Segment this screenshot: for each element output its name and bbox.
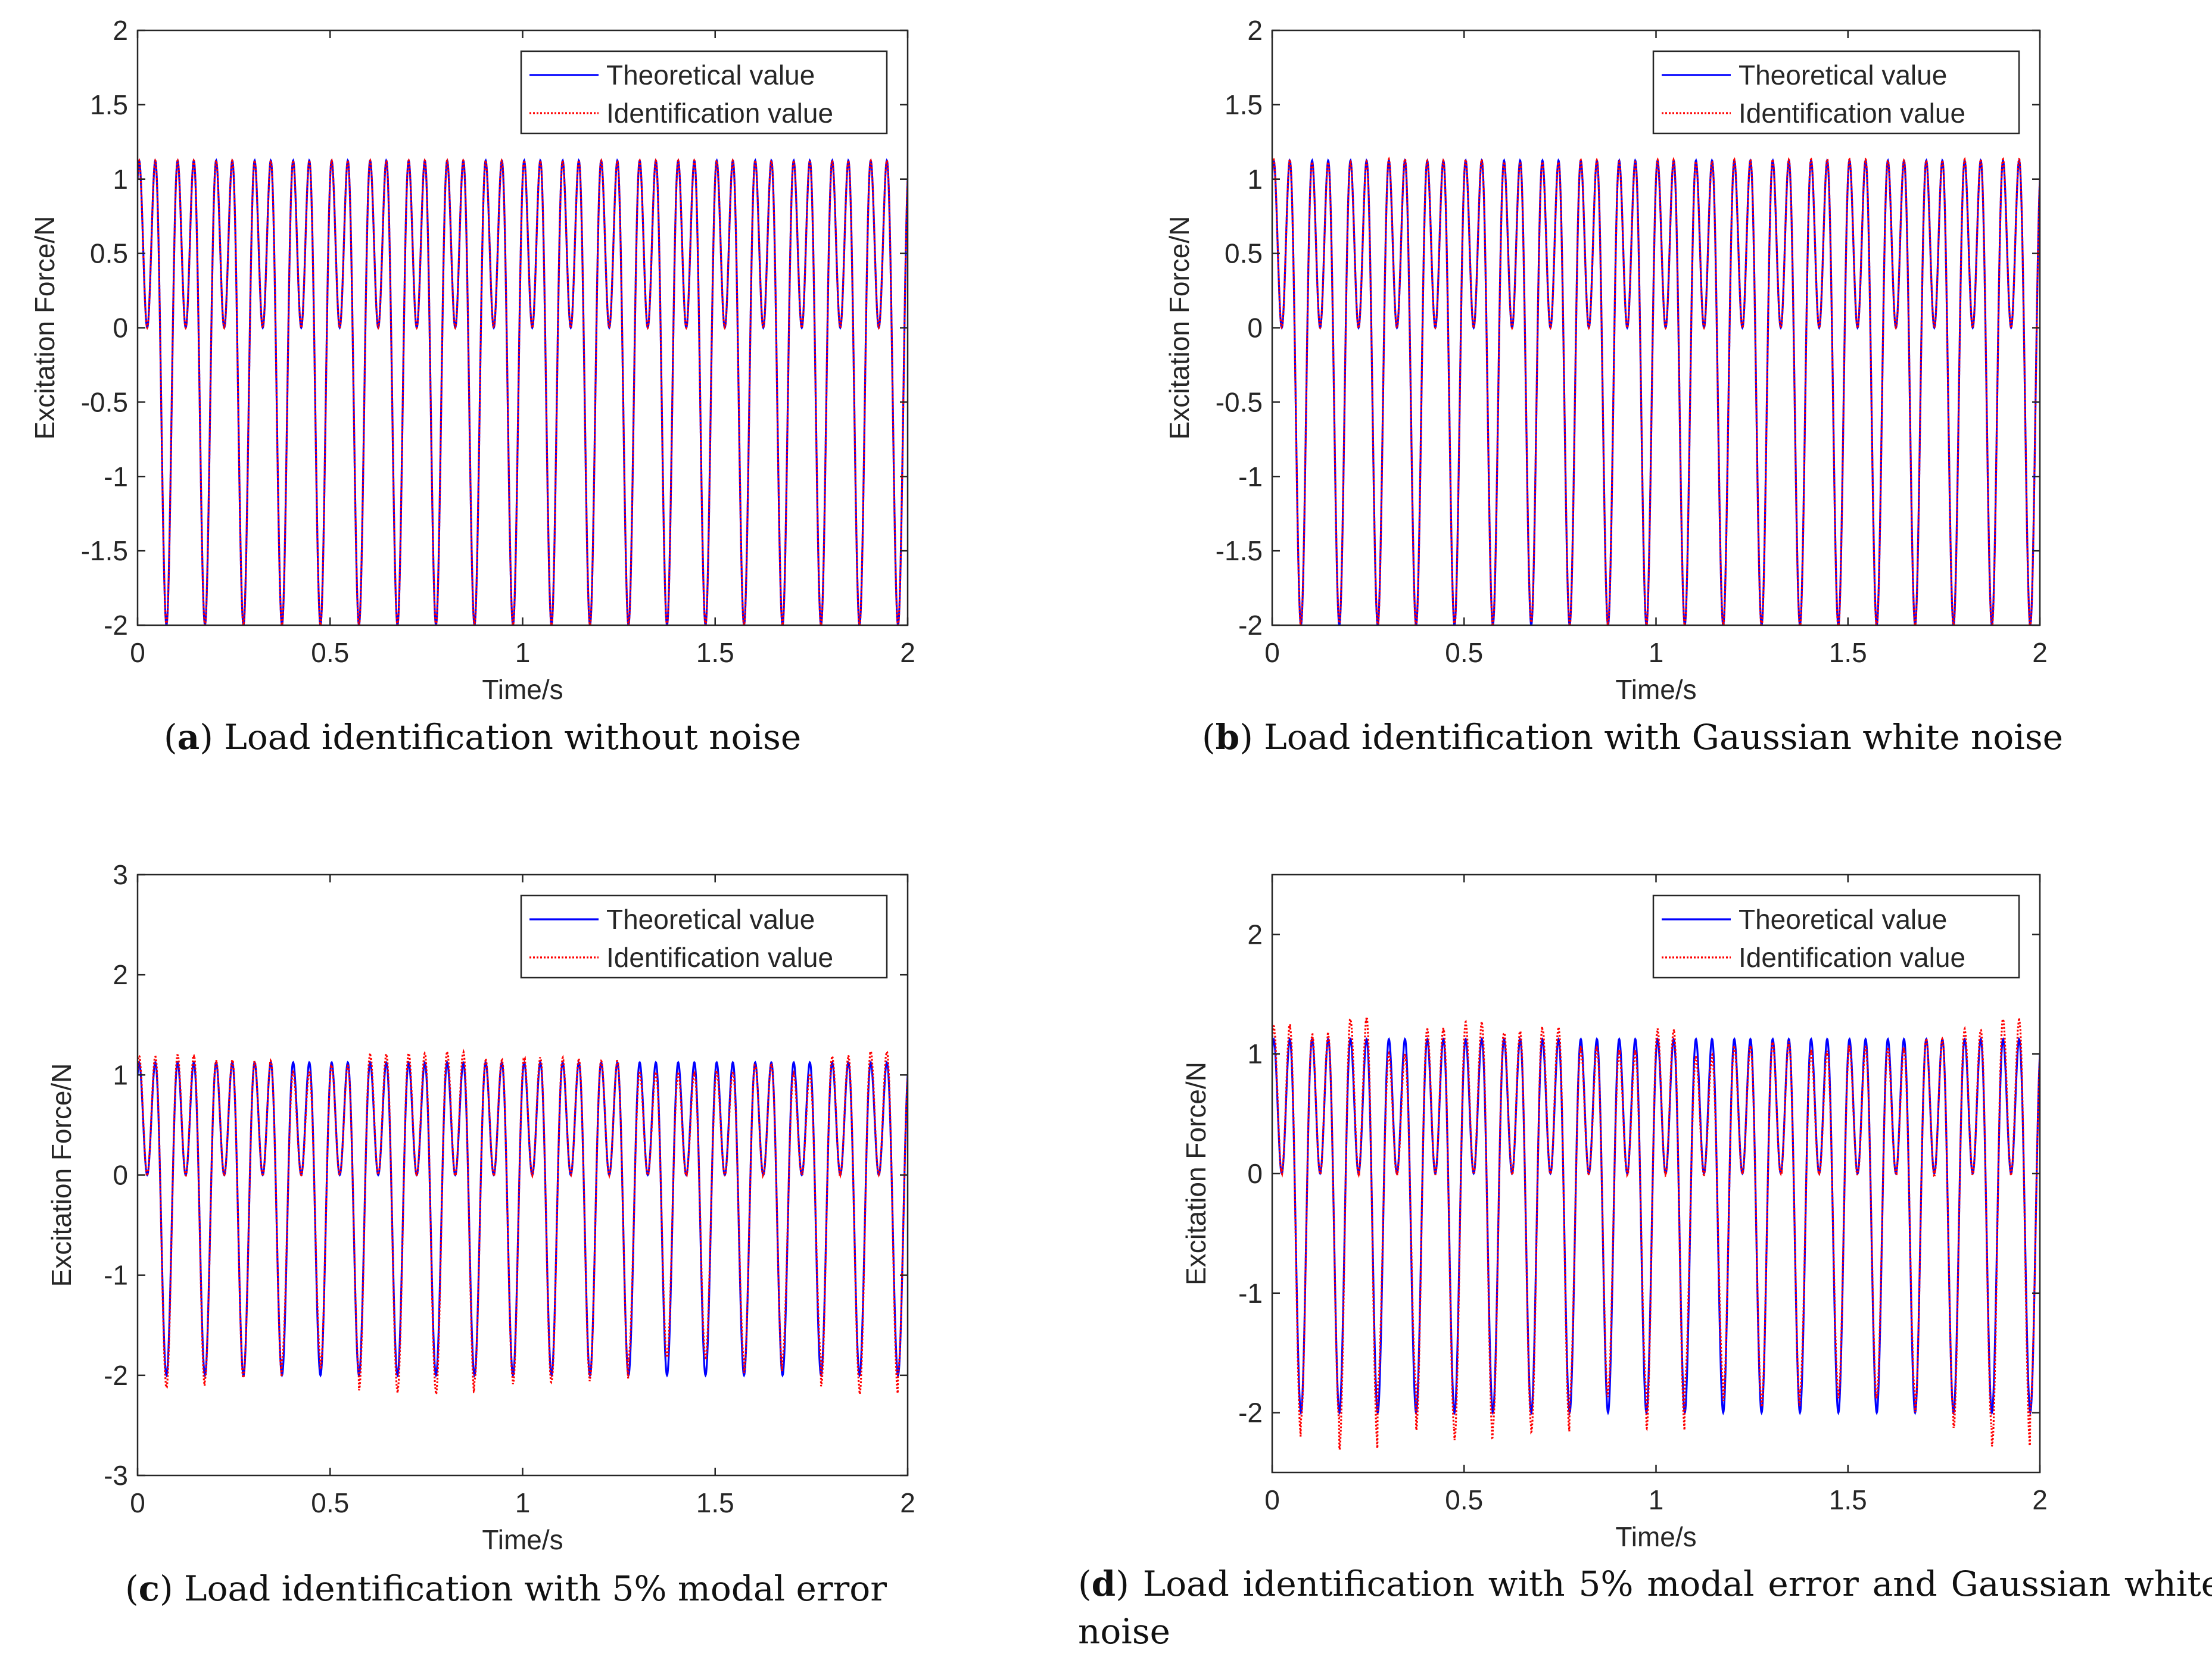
- caption-c-text: Load identification with 5% modal error: [184, 1568, 887, 1609]
- y-tick-label-b: 0.5: [1225, 238, 1263, 269]
- y-tick-label-b: -0.5: [1216, 386, 1263, 417]
- legend-label-theoretical-a: Theoretical value: [606, 60, 815, 91]
- series-identification-a: [138, 158, 908, 625]
- x-tick-label-a: 0.5: [311, 637, 349, 668]
- x-tick-label-c: 0.5: [311, 1487, 349, 1518]
- x-axis-label-c: Time/s: [482, 1524, 563, 1555]
- chart-panel-c: 0 0.5 1 1.5 2 -3 -2 -1 0 1 2 3 Time/s Excitation Forc…: [46, 859, 915, 1555]
- x-axis-label-b: Time/s: [1615, 674, 1696, 705]
- caption-b-letter: b: [1215, 717, 1240, 757]
- x-tick-label-d: 0: [1264, 1484, 1280, 1515]
- y-axis-label-a: Excitation Force/N: [29, 216, 60, 440]
- x-tick-label-d: 2: [2032, 1484, 2048, 1515]
- x-tick-label-d: 0.5: [1445, 1484, 1483, 1515]
- series-identification-d: [1272, 1016, 2040, 1450]
- x-axis-label-d: Time/s: [1615, 1521, 1696, 1552]
- y-tick-label-c: -2: [104, 1360, 128, 1391]
- y-tick-label-a: 2: [113, 15, 128, 46]
- y-tick-label-c: 3: [113, 859, 128, 890]
- y-tick-label-c: 2: [113, 959, 128, 990]
- x-tick-label-b: 1: [1649, 637, 1664, 668]
- y-tick-label-d: -2: [1238, 1397, 1263, 1428]
- legend-label-identification-c: Identification value: [606, 942, 833, 973]
- legend-box-b: [1652, 50, 2020, 135]
- legend-label-theoretical-c: Theoretical value: [606, 904, 815, 935]
- y-tick-label-d: -1: [1238, 1278, 1263, 1309]
- x-tick-label-b: 0.5: [1445, 637, 1483, 668]
- caption-a-letter: a: [177, 717, 200, 757]
- legend-label-identification-d: Identification value: [1739, 942, 1965, 973]
- caption-c-letter: c: [138, 1568, 160, 1609]
- y-tick-label-b: -1: [1238, 461, 1263, 492]
- chart-panel-b: 0 0.5 1 1.5 2 -2 -1.5 -1 -0.5 0 0.5 1 1.5 2 Time/s Exci…: [1164, 15, 2048, 705]
- caption-d-text: Load identification with 5% modal error …: [1078, 1564, 2212, 1652]
- y-tick-label-c: -3: [104, 1460, 128, 1491]
- legend-label-identification-a: Identification value: [606, 98, 833, 129]
- x-tick-label-d: 1.5: [1829, 1484, 1867, 1515]
- chart-panel-a: 0 0.5 1 1.5 2 -2 -1.5 -1 -0.5 0 0.5 1 1.5 2 Time/s Exci…: [29, 15, 915, 705]
- caption-a-text: Load identification without noise: [224, 717, 802, 757]
- y-tick-label-c: 1: [113, 1059, 128, 1090]
- y-tick-label-d: 2: [1247, 919, 1263, 950]
- x-axis-label-a: Time/s: [482, 674, 563, 705]
- y-tick-label-a: 0.5: [90, 238, 128, 269]
- y-axis-label-b: Excitation Force/N: [1164, 216, 1195, 440]
- x-tick-label-c: 0: [130, 1487, 145, 1518]
- y-tick-label-b: -1.5: [1216, 535, 1263, 566]
- caption-d-letter: d: [1091, 1564, 1116, 1604]
- y-tick-label-a: -2: [104, 610, 128, 641]
- chart-panel-d: 0 0.5 1 1.5 2 -2 -1 0 1 2 Time/s Excitation Force/N…: [1180, 873, 2048, 1552]
- y-tick-label-c: -1: [104, 1260, 128, 1291]
- y-tick-label-b: 1: [1247, 164, 1263, 195]
- x-tick-label-c: 1: [515, 1487, 531, 1518]
- caption-b: (b) Load identification with Gaussian wh…: [1202, 717, 2063, 757]
- y-tick-label-b: 1.5: [1225, 89, 1263, 120]
- x-tick-label-b: 2: [2032, 637, 2048, 668]
- x-tick-label-b: 0: [1264, 637, 1280, 668]
- legend-box-d: [1652, 894, 2020, 979]
- y-tick-label-a: 1.5: [90, 89, 128, 120]
- x-tick-label-c: 2: [900, 1487, 915, 1518]
- y-tick-label-b: -2: [1238, 610, 1263, 641]
- y-tick-label-b: 2: [1247, 15, 1263, 46]
- caption-d: (d) Load identification with 5% modal er…: [1078, 1560, 2212, 1655]
- y-axis-label-c: Excitation Force/N: [46, 1063, 77, 1287]
- x-tick-label-a: 2: [900, 637, 915, 668]
- legend-label-identification-b: Identification value: [1739, 98, 1965, 129]
- y-tick-label-b: 0: [1247, 313, 1263, 344]
- x-tick-label-c: 1.5: [696, 1487, 734, 1518]
- y-axis-label-d: Excitation Force/N: [1180, 1062, 1211, 1286]
- legend-box-c: [520, 894, 888, 979]
- legend-label-theoretical-b: Theoretical value: [1739, 60, 1947, 91]
- x-tick-label-a: 1.5: [696, 637, 734, 668]
- y-tick-label-d: 1: [1247, 1038, 1263, 1069]
- x-tick-label-b: 1.5: [1829, 637, 1867, 668]
- y-tick-label-c: 0: [113, 1160, 128, 1191]
- caption-a: (a) Load identification without noise: [164, 717, 802, 757]
- y-tick-label-a: -1.5: [81, 535, 128, 566]
- x-tick-label-a: 0: [130, 637, 145, 668]
- series-identification-b: [1272, 156, 2040, 625]
- y-tick-label-a: -1: [104, 461, 128, 492]
- legend-label-theoretical-d: Theoretical value: [1739, 904, 1947, 935]
- caption-c: (c) Load identification with 5% modal er…: [125, 1568, 887, 1609]
- y-tick-label-a: 1: [113, 164, 128, 195]
- x-tick-label-a: 1: [515, 637, 531, 668]
- series-identification-c: [138, 1047, 908, 1397]
- y-tick-label-d: 0: [1247, 1158, 1263, 1189]
- caption-b-text: Load identification with Gaussian white …: [1264, 717, 2063, 757]
- x-tick-label-d: 1: [1649, 1484, 1664, 1515]
- y-tick-label-a: -0.5: [81, 386, 128, 417]
- y-tick-label-a: 0: [113, 313, 128, 344]
- legend-box-a: [520, 50, 888, 135]
